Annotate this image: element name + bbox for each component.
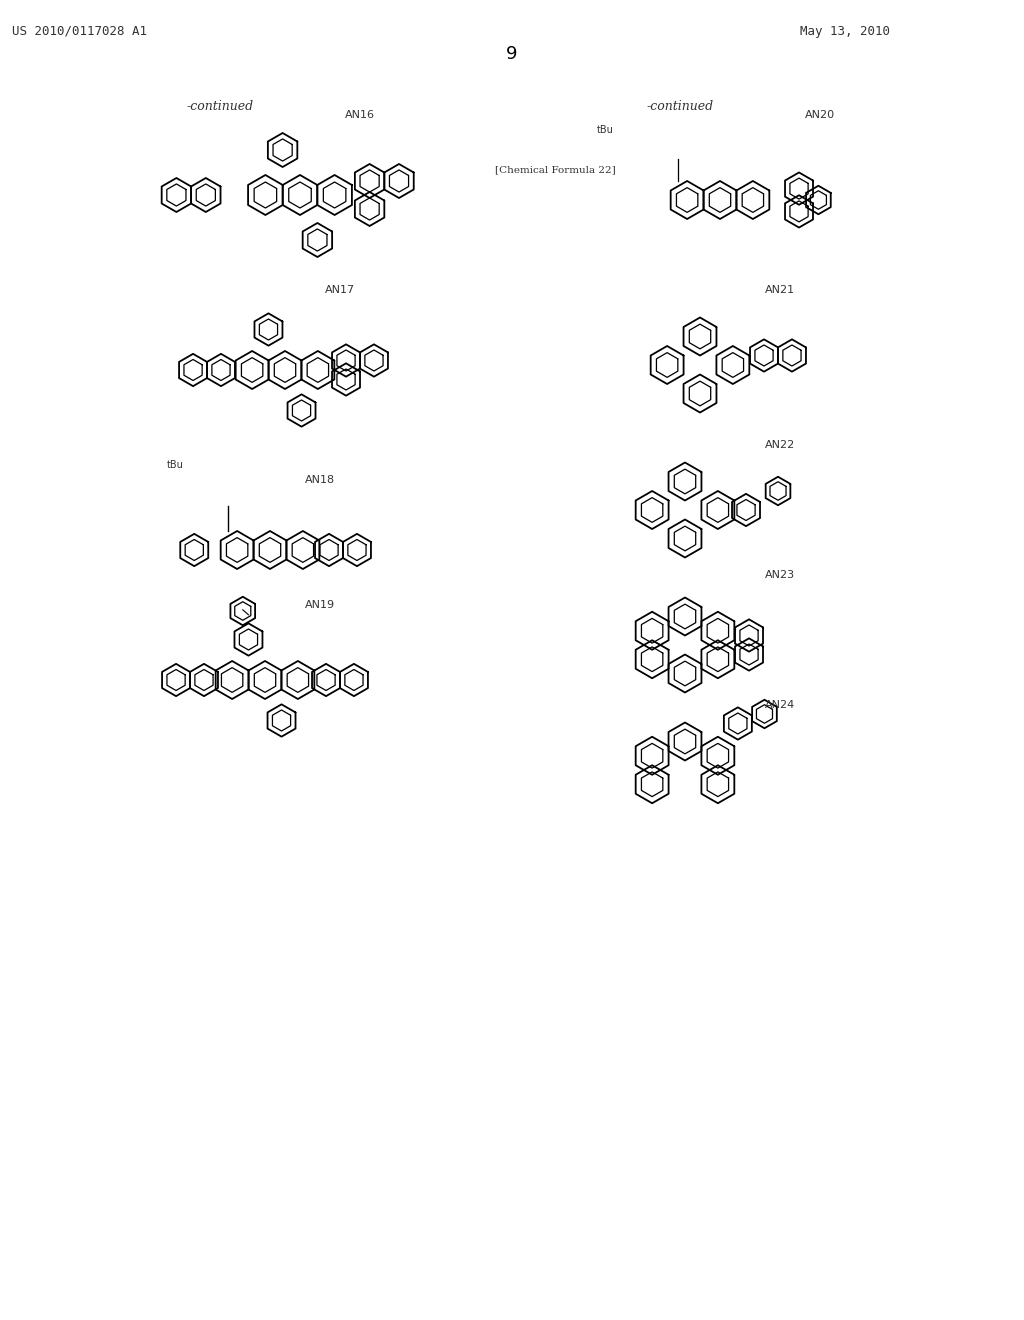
Text: -continued: -continued — [186, 100, 254, 114]
Text: May 13, 2010: May 13, 2010 — [800, 25, 890, 38]
Text: AN21: AN21 — [765, 285, 795, 294]
Text: -continued: -continued — [646, 100, 714, 114]
Text: tBu: tBu — [597, 125, 613, 135]
Text: tBu: tBu — [167, 459, 183, 470]
Text: AN22: AN22 — [765, 440, 795, 450]
Text: [Chemical Formula 22]: [Chemical Formula 22] — [495, 165, 615, 174]
Text: AN19: AN19 — [305, 601, 335, 610]
Text: AN23: AN23 — [765, 570, 795, 579]
Text: US 2010/0117028 A1: US 2010/0117028 A1 — [12, 25, 147, 38]
Text: AN18: AN18 — [305, 475, 335, 484]
Text: AN20: AN20 — [805, 110, 835, 120]
Text: AN16: AN16 — [345, 110, 375, 120]
Text: AN24: AN24 — [765, 700, 795, 710]
Text: 9: 9 — [506, 45, 518, 63]
Text: AN17: AN17 — [325, 285, 355, 294]
